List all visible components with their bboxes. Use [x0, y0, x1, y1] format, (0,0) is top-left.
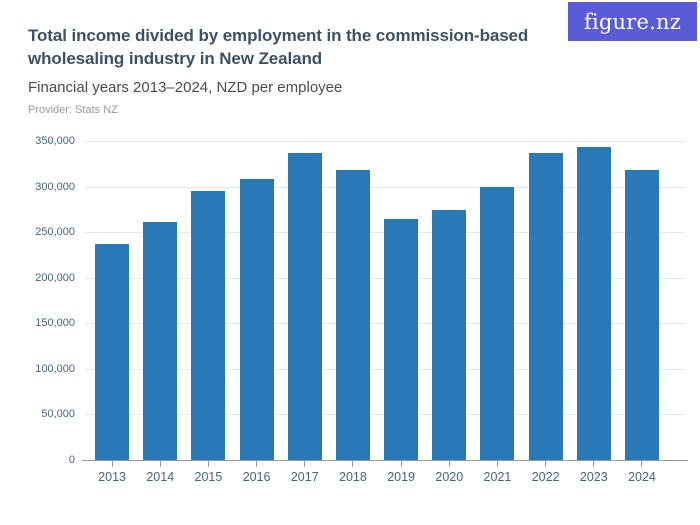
x-axis-slot: 2016 [233, 461, 281, 484]
bar-slot [88, 141, 136, 460]
x-axis-tick [400, 461, 402, 467]
bar-2018 [335, 170, 370, 460]
bar-slot [473, 141, 521, 460]
bar-slot [233, 141, 281, 460]
figure-nz-logo[interactable]: figure.nz [568, 2, 697, 41]
bar-2022 [528, 153, 563, 460]
y-tick-label: 0 [68, 454, 75, 466]
x-tick-label: 2015 [194, 470, 223, 484]
bar-2024 [624, 170, 659, 460]
x-axis-slot: 2014 [136, 461, 184, 484]
x-tick-label: 2019 [387, 470, 416, 484]
y-tick-label: 300,000 [35, 180, 75, 193]
bar-chart: 0 50,000 100,000 150,000 200,000 250,000 300,0… [0, 126, 700, 506]
bar-slot [377, 141, 425, 460]
x-axis-tick [545, 461, 547, 467]
x-tick-label: 2013 [98, 470, 126, 484]
bar-2013 [95, 244, 130, 460]
y-tick-label: 350,000 [35, 135, 75, 147]
bar-2014 [143, 222, 178, 460]
bar-slot [570, 141, 618, 460]
chart-header: figure.nz Total income divided by employ… [0, 0, 700, 116]
x-axis-slot: 2017 [281, 461, 329, 484]
bar-slot [281, 141, 329, 460]
x-axis-slot: 2023 [570, 461, 618, 484]
provider-label: Provider: Stats NZ [28, 104, 118, 116]
y-axis-labels: 0 50,000 100,000 150,000 200,000 250,000 300,0… [0, 126, 75, 506]
x-tick-label: 2024 [628, 470, 656, 484]
x-axis-tick [352, 461, 354, 467]
x-axis-slot: 2015 [184, 461, 232, 484]
x-tick-label: 2014 [146, 470, 175, 484]
bar-2016 [239, 179, 274, 460]
x-tick-label: 2017 [290, 470, 319, 484]
x-tick-label: 2016 [242, 470, 271, 484]
x-axis-tick [496, 461, 498, 467]
x-axis-tick [448, 461, 450, 467]
y-tick-label: 150,000 [35, 317, 75, 330]
gridline [85, 141, 685, 142]
bar-2017 [287, 153, 322, 460]
gridline [85, 186, 685, 188]
x-tick-label: 2023 [579, 470, 608, 484]
bar-2020 [432, 210, 467, 460]
y-tick-label: 50,000 [41, 408, 75, 421]
x-axis-labels: 2013 2014 2015 2016 2017 2018 2019 2020 2021 2022… [88, 461, 666, 484]
x-tick-label: 2022 [531, 470, 560, 484]
y-tick-label: 200,000 [35, 271, 75, 284]
x-axis-slot: 2013 [88, 461, 136, 484]
x-axis-slot: 2022 [522, 461, 570, 484]
x-axis-tick [207, 461, 209, 467]
x-axis-slot: 2024 [618, 461, 666, 484]
x-axis-tick [159, 461, 161, 467]
bar-slot [136, 141, 184, 460]
x-axis-line [82, 460, 688, 461]
x-axis-tick [304, 461, 306, 467]
x-axis-tick [111, 461, 113, 467]
y-tick-label: 100,000 [35, 362, 75, 375]
x-axis-slot: 2020 [425, 461, 473, 484]
x-axis-tick [256, 461, 258, 467]
x-axis-tick [593, 461, 595, 467]
y-tick-label: 250,000 [35, 226, 75, 239]
x-tick-label: 2021 [483, 470, 512, 484]
bars-row [88, 141, 666, 460]
x-tick-label: 2018 [339, 470, 367, 484]
chart-subtitle: Financial years 2013–2024, NZD per emplo… [28, 79, 343, 96]
bar-slot [522, 141, 570, 460]
figure-nz-logo-text: figure.nz [584, 9, 681, 34]
bar-2021 [480, 187, 515, 460]
x-tick-label: 2020 [435, 470, 464, 484]
page-title: Total income divided by employment in th… [28, 26, 529, 68]
bar-slot [184, 141, 232, 460]
x-axis-slot: 2018 [329, 461, 377, 484]
bar-2023 [576, 147, 611, 460]
bar-slot [425, 141, 473, 460]
x-axis-slot: 2019 [377, 461, 425, 484]
bar-slot [618, 141, 666, 460]
x-axis-slot: 2021 [473, 461, 521, 484]
bar-slot [329, 141, 377, 460]
bar-2019 [384, 219, 419, 460]
x-axis-tick [641, 461, 643, 467]
bar-2015 [191, 191, 226, 460]
